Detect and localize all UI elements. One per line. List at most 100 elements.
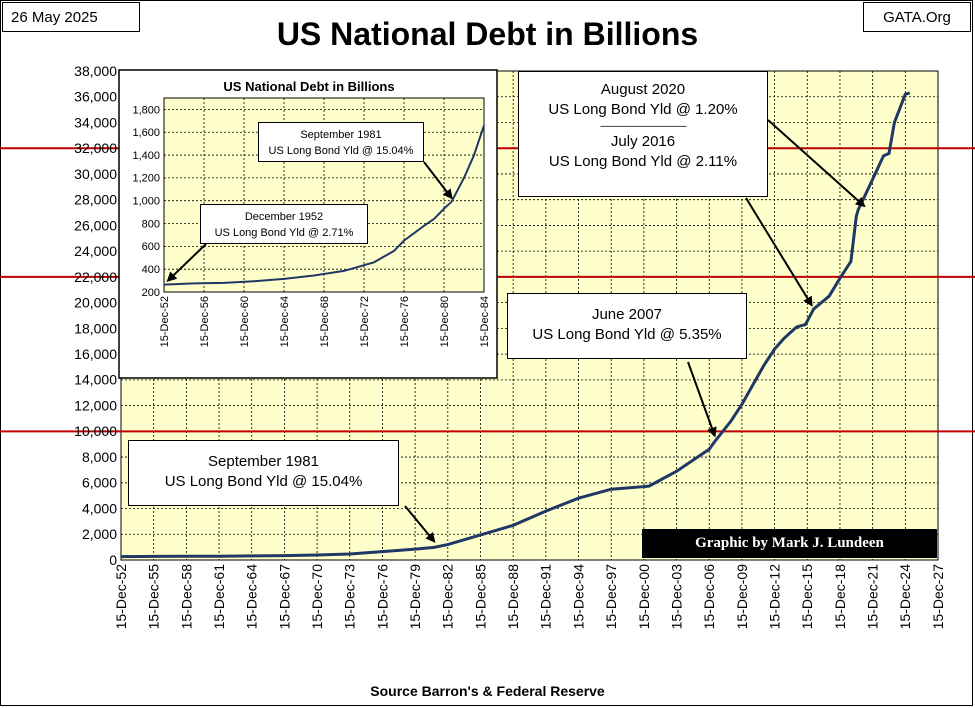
x-tick-label: 15-Dec-03	[668, 564, 684, 630]
callout-june-2007-yield: US Long Bond Yld @ 5.35%	[532, 326, 722, 343]
inset-callout-1981-date: September 1981	[300, 129, 382, 141]
x-tick-label: 15-Dec-61	[211, 564, 227, 630]
source-site-label: GATA.Org	[863, 2, 971, 32]
y-tick-label: 30,000	[74, 166, 117, 182]
graphic-credit: Graphic by Mark J. Lundeen	[642, 529, 937, 558]
x-tick-label: 15-Dec-18	[832, 564, 848, 630]
inset-y-ticks: 200 400 600 800 1,000 1,200 1,400 1,600 1,800	[132, 104, 160, 299]
x-tick-label: 15-Dec-00	[636, 564, 652, 630]
x-tick-label: 15-Dec-06	[701, 564, 717, 630]
inset-debt-series-line	[163, 125, 485, 286]
y-tick-label: 24,000	[74, 243, 117, 259]
x-tick-label: 15-Dec-94	[570, 564, 586, 630]
x-tick-label: 15-Dec-68	[319, 296, 331, 347]
x-tick-label: 15-Dec-24	[897, 564, 913, 630]
inset-callout-dec-1952: December 1952 US Long Bond Yld @ 2.71%	[200, 204, 368, 244]
y-tick-label: 6,000	[82, 475, 117, 491]
x-tick-label: 15-Dec-72	[359, 296, 371, 347]
y-tick-label: 200	[142, 287, 160, 299]
y-tick-label: 400	[142, 264, 160, 276]
x-tick-label: 15-Dec-09	[734, 564, 750, 630]
callout-aug-2020-yield: US Long Bond Yld @ 1.20%	[548, 101, 738, 118]
y-tick-label: 1,000	[132, 196, 160, 208]
x-tick-label: 15-Dec-15	[799, 564, 815, 630]
x-tick-label: 15-Dec-64	[244, 564, 260, 630]
x-tick-label: 15-Dec-79	[407, 564, 423, 630]
x-tick-label: 15-Dec-97	[603, 564, 619, 630]
callout-june-2007-date: June 2007	[591, 306, 663, 323]
inset-callout-1981-yield: US Long Bond Yld @ 15.04%	[268, 145, 414, 157]
main-y-ticks: 0 2,000 4,000 6,000 8,000 10,000 12,000 14,000 1…	[74, 63, 117, 568]
x-tick-label: 15-Dec-80	[439, 296, 451, 347]
x-tick-label: 15-Dec-56	[199, 296, 211, 347]
x-tick-label: 15-Dec-12	[767, 564, 783, 630]
arrow-june-2007	[687, 361, 717, 438]
x-tick-label: 15-Dec-82	[440, 564, 456, 630]
y-tick-label: 18,000	[74, 320, 117, 336]
arrow-sept-1981	[404, 505, 436, 543]
x-tick-label: 15-Dec-52	[113, 564, 129, 630]
chart-title: US National Debt in Billions	[276, 16, 699, 52]
y-tick-label: 1,800	[132, 104, 160, 116]
y-tick-label: 8,000	[82, 449, 117, 465]
x-tick-label: 15-Dec-85	[472, 564, 488, 630]
x-tick-label: 15-Dec-76	[399, 296, 411, 347]
x-tick-label: 15-Dec-91	[538, 564, 554, 630]
y-tick-label: 16,000	[74, 346, 117, 362]
y-tick-label: 32,000	[74, 140, 117, 156]
callout-sept-1981-date: September 1981	[208, 453, 319, 470]
callout-sept-1981: September 1981 US Long Bond Yld @ 15.04%	[128, 440, 399, 506]
y-tick-label: 2,000	[82, 526, 117, 542]
y-tick-label: 1,600	[132, 127, 160, 139]
callout-july-2016-date: July 2016	[610, 133, 676, 150]
x-tick-label: 15-Dec-21	[865, 564, 881, 630]
y-tick-label: 10,000	[74, 423, 117, 439]
inset-callout-1952-date: December 1952	[244, 211, 324, 223]
x-tick-label: 15-Dec-27	[930, 564, 946, 630]
callout-aug-2020: August 2020 US Long Bond Yld @ 1.20% ---…	[518, 71, 768, 197]
inset-arrow-dec-1952	[166, 243, 207, 282]
x-tick-label: 15-Dec-58	[178, 564, 194, 630]
x-tick-label: 15-Dec-64	[279, 296, 291, 347]
callout-separator: ----------------------------------------…	[600, 121, 687, 131]
x-tick-label: 15-Dec-76	[374, 564, 390, 630]
debt-series-line	[120, 91, 911, 559]
callout-aug-2020-date: August 2020	[600, 81, 686, 98]
y-tick-label: 4,000	[82, 500, 117, 516]
y-tick-label: 38,000	[74, 63, 117, 79]
y-tick-label: 22,000	[74, 269, 117, 285]
callout-june-2007: June 2007 US Long Bond Yld @ 5.35%	[507, 293, 747, 359]
x-tick-label: 15-Dec-73	[342, 564, 358, 630]
date-label: 26 May 2025	[2, 2, 140, 32]
y-tick-label: 800	[142, 218, 160, 230]
y-tick-label: 600	[142, 241, 160, 253]
x-tick-label: 15-Dec-84	[479, 296, 491, 347]
y-tick-label: 34,000	[74, 114, 117, 130]
inset-title: US National Debt in Billions	[223, 79, 394, 94]
y-tick-label: 0	[109, 552, 117, 568]
x-tick-label: 15-Dec-67	[276, 564, 292, 630]
y-tick-label: 36,000	[74, 89, 117, 105]
inset-callout-sept-1981: September 1981 US Long Bond Yld @ 15.04%	[258, 122, 424, 162]
x-tick-label: 15-Dec-88	[505, 564, 521, 630]
x-tick-label: 15-Dec-52	[159, 296, 171, 347]
source-note: Source Barron's & Federal Reserve	[370, 683, 605, 699]
y-tick-label: 20,000	[74, 295, 117, 311]
arrow-aug-2020	[767, 119, 866, 208]
main-x-ticks: 15-Dec-52 15-Dec-55 15-Dec-58 15-Dec-61 15-D…	[113, 564, 946, 630]
callout-july-2016-yield: US Long Bond Yld @ 2.11%	[548, 153, 738, 170]
y-tick-label: 1,200	[132, 173, 160, 185]
x-tick-label: 15-Dec-55	[146, 564, 162, 630]
y-tick-label: 26,000	[74, 217, 117, 233]
y-tick-label: 12,000	[74, 397, 117, 413]
callout-arrows	[404, 119, 866, 543]
inset-arrow-sept-1981	[423, 161, 453, 200]
inset-callout-arrows	[166, 161, 453, 282]
inset-x-ticks: 15-Dec-52 15-Dec-56 15-Dec-60 15-Dec-64 15-D…	[159, 296, 491, 347]
arrow-july-2016	[745, 197, 813, 307]
y-tick-label: 1,400	[132, 150, 160, 162]
inset-callout-1952-yield: US Long Bond Yld @ 2.71%	[214, 227, 354, 239]
callout-sept-1981-yield: US Long Bond Yld @ 15.04%	[164, 473, 363, 490]
y-tick-label: 14,000	[74, 372, 117, 388]
